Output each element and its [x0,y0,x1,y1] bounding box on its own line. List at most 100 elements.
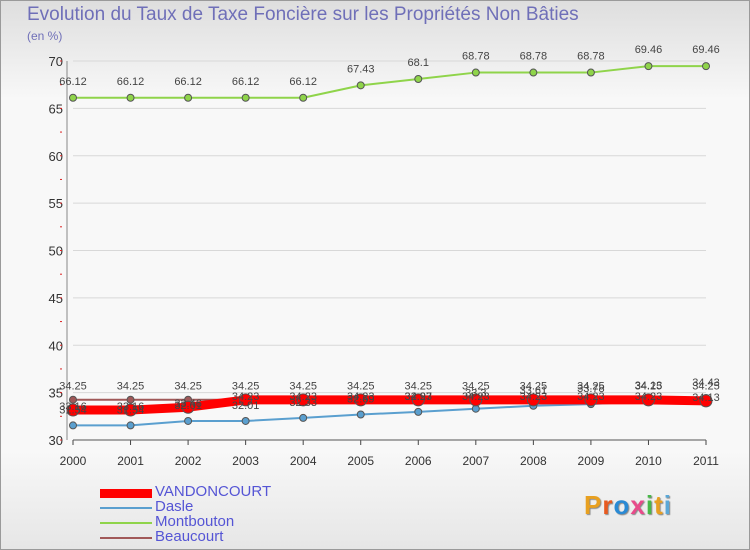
data-label-vandoncourt: 34.23 [635,391,663,403]
data-label-dasle: 34.13 [635,380,663,392]
y-tick-label: 70 [49,54,63,69]
data-label-beaucourt: 34.25 [462,381,490,393]
data-label-vandoncourt: 34.23 [289,391,317,403]
data-label-beaucourt: 34.25 [59,381,87,393]
data-point-vandoncourt [124,403,138,417]
data-label-beaucourt: 34.25 [635,381,663,393]
data-point-montbouton [126,93,135,102]
data-label-beaucourt: 34.25 [405,381,433,393]
data-label-beaucourt: 34.25 [174,381,202,393]
legend-swatch [100,507,152,509]
data-label-montbouton: 66.12 [289,76,317,88]
data-label-dasle: 32.01 [174,400,202,412]
chart-subtitle: (en %) [27,29,63,43]
data-label-montbouton: 66.12 [232,76,260,88]
data-label-montbouton: 66.12 [59,76,87,88]
data-point-montbouton [586,68,595,77]
x-tick-label: 2005 [347,454,374,468]
data-label-vandoncourt: 33.16 [59,401,87,413]
data-point-vandoncourt [469,393,483,407]
data-label-beaucourt: 34.25 [520,381,548,393]
data-label-montbouton: 68.78 [462,51,490,63]
data-label-vandoncourt: 34.23 [405,391,433,403]
data-label-dasle: 33.78 [577,383,605,395]
x-tick-label: 2006 [405,454,432,468]
data-label-dasle: 34.43 [692,377,720,389]
data-label-montbouton: 67.43 [347,63,375,75]
data-point-dasle [414,407,423,416]
data-label-beaucourt: 34.25 [289,381,317,393]
data-label-vandoncourt: 33.16 [117,401,145,413]
data-point-beaucourt [69,395,77,404]
data-point-montbouton [184,93,193,102]
data-point-beaucourt [126,395,135,404]
x-tick-label: 2011 [693,454,719,468]
data-point-montbouton [241,93,250,102]
data-label-montbouton: 66.12 [174,76,202,88]
data-point-vandoncourt [526,393,540,407]
y-tick-label: 40 [49,338,63,353]
series-line-montbouton [72,65,707,99]
data-label-montbouton: 68.78 [577,51,605,63]
data-label-vandoncourt: 34.23 [232,391,260,403]
x-tick-label: 2003 [232,454,259,468]
data-point-dasle [126,421,135,430]
data-label-dasle: 33.61 [520,385,548,397]
data-label-vandoncourt: 34.23 [577,391,605,403]
data-label-beaucourt: 34.25 [347,381,375,393]
y-tick-label: 30 [49,433,63,448]
data-point-vandoncourt [641,393,655,407]
legend-swatch [100,537,152,539]
data-label-beaucourt: 34.25 [232,381,260,393]
series-line-vandoncourt [68,395,711,415]
x-tick-label: 2007 [462,454,489,468]
data-point-dasle [69,421,77,430]
legend-label: VANDONCOURT [155,483,272,500]
data-point-vandoncourt [296,393,310,407]
data-point-dasle [356,410,365,419]
data-label-vandoncourt: 34.23 [520,391,548,403]
x-tick-label: 2009 [578,454,605,468]
data-point-montbouton [529,68,538,77]
data-point-vandoncourt [699,394,713,408]
data-point-montbouton [414,75,423,84]
x-tick-label: 2004 [290,454,317,468]
data-point-montbouton [299,93,308,102]
data-label-dasle: 32.01 [232,400,260,412]
y-tick-label: 55 [49,196,63,211]
data-label-dasle: 32.33 [289,397,317,409]
data-point-montbouton [356,81,365,90]
legend-label: Dasle [155,498,194,515]
data-point-montbouton [702,62,710,71]
data-point-vandoncourt [66,403,80,417]
y-tick-label: 45 [49,291,63,306]
x-tick-label: 2010 [635,454,662,468]
data-label-montbouton: 69.46 [635,44,663,56]
legend-swatch [100,488,152,498]
proxiti-logo: Proxiti [584,490,672,520]
data-point-vandoncourt [584,393,598,407]
data-label-beaucourt: 34.25 [117,381,145,393]
data-point-vandoncourt [411,393,425,407]
data-label-vandoncourt: 34.13 [692,392,720,404]
chart-title: Evolution du Taux de Taxe Foncière sur l… [27,4,579,25]
legend-swatch [100,522,152,524]
legend-label: Montbouton [155,513,235,530]
y-tick-label: 60 [49,149,63,164]
data-point-montbouton [471,68,480,77]
x-tick-label: 2000 [60,454,87,468]
x-tick-label: 2001 [117,454,144,468]
data-label-montbouton: 66.12 [117,76,145,88]
legend-label: Beaucourt [155,528,224,545]
data-label-montbouton: 68.78 [520,51,548,63]
data-label-dasle: 32.97 [405,391,433,403]
data-label-dasle: 32.69 [347,394,375,406]
x-tick-label: 2002 [175,454,202,468]
data-label-montbouton: 69.46 [692,44,720,56]
x-tick-label: 2008 [520,454,547,468]
data-point-montbouton [644,62,653,71]
data-point-dasle [184,416,193,425]
data-point-montbouton [69,93,77,102]
data-point-dasle [241,416,250,425]
data-label-dasle: 31.54 [59,404,87,416]
